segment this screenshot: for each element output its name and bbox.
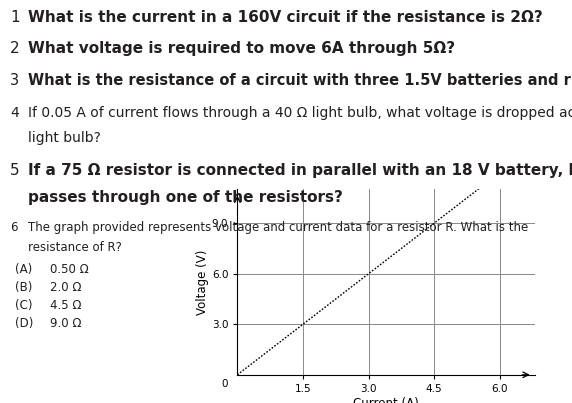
Text: 0.50 Ω: 0.50 Ω <box>50 263 89 276</box>
Text: 9.0 Ω: 9.0 Ω <box>50 317 81 330</box>
Text: (A): (A) <box>15 263 32 276</box>
Text: 3: 3 <box>10 73 19 88</box>
Text: passes through one of the resistors?: passes through one of the resistors? <box>28 190 343 205</box>
Text: 6: 6 <box>10 221 18 234</box>
Text: 4.5 Ω: 4.5 Ω <box>50 299 81 312</box>
Text: If a 75 Ω resistor is connected in parallel with an 18 V battery, how much curre: If a 75 Ω resistor is connected in paral… <box>28 163 572 178</box>
Text: (B): (B) <box>15 281 33 294</box>
Text: 0: 0 <box>221 379 228 389</box>
X-axis label: Current (A): Current (A) <box>353 397 419 403</box>
Text: light bulb?: light bulb? <box>28 131 101 145</box>
Text: (C): (C) <box>15 299 33 312</box>
Text: (D): (D) <box>15 317 33 330</box>
Text: 5: 5 <box>10 163 19 178</box>
Text: 1: 1 <box>10 10 19 25</box>
Text: If 0.05 A of current flows through a 40 Ω light bulb, what voltage is dropped ac: If 0.05 A of current flows through a 40 … <box>28 106 572 120</box>
Text: The graph provided represents voltage and current data for a resistor R. What is: The graph provided represents voltage an… <box>28 221 529 234</box>
Text: What voltage is required to move 6A through 5Ω?: What voltage is required to move 6A thro… <box>28 41 455 56</box>
Text: What is the resistance of a circuit with three 1.5V batteries and running at a c: What is the resistance of a circuit with… <box>28 73 572 88</box>
Text: 2: 2 <box>10 41 19 56</box>
Text: 2.0 Ω: 2.0 Ω <box>50 281 81 294</box>
Text: 4: 4 <box>10 106 19 120</box>
Text: resistance of R?: resistance of R? <box>28 241 122 254</box>
Text: What is the current in a 160V circuit if the resistance is 2Ω?: What is the current in a 160V circuit if… <box>28 10 543 25</box>
Y-axis label: Voltage (V): Voltage (V) <box>196 249 209 315</box>
